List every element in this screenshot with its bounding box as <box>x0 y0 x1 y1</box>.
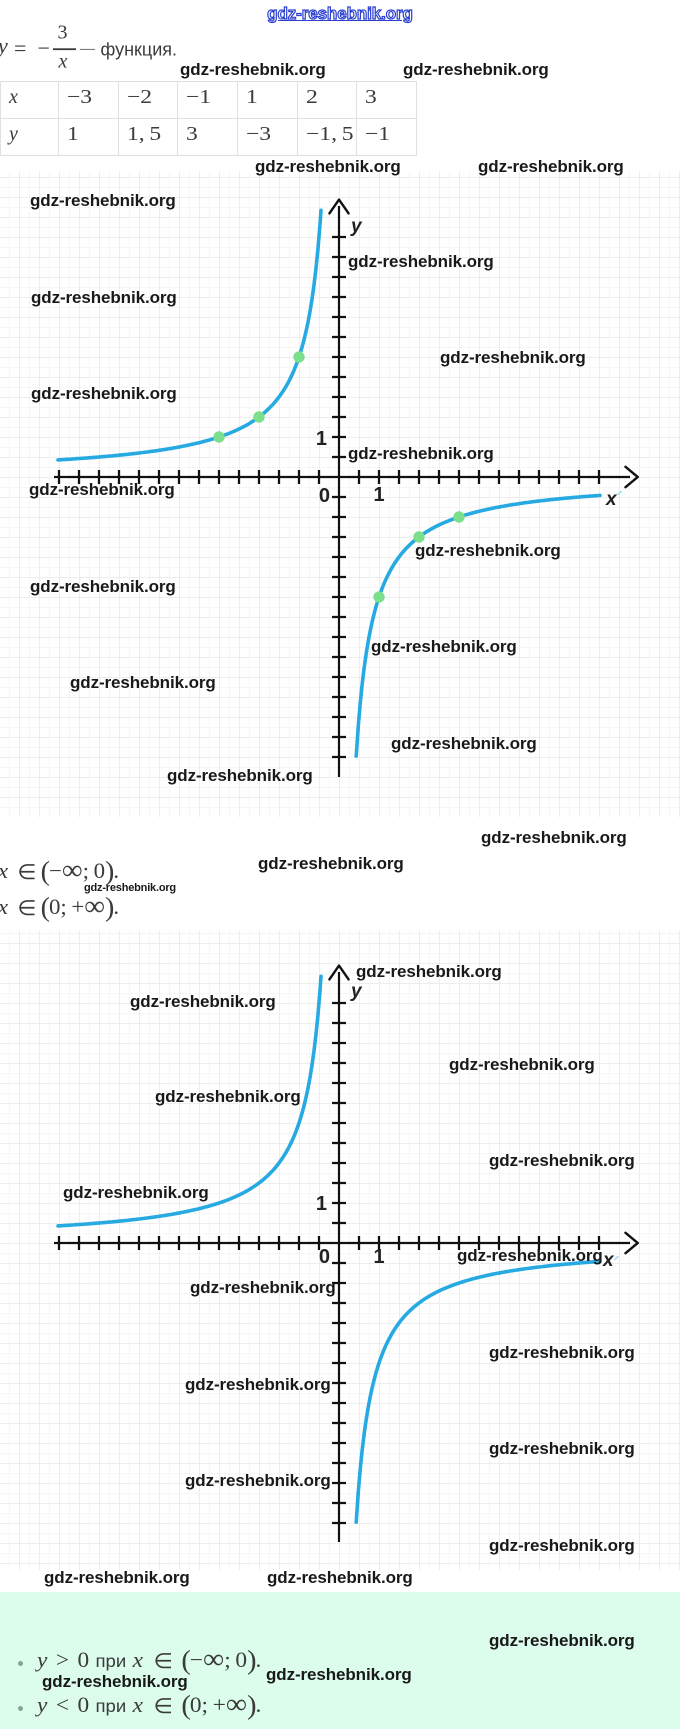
svg-text:1: 1 <box>316 428 327 450</box>
svg-text:—: — <box>79 41 96 57</box>
svg-text:y: y <box>0 33 8 58</box>
svg-text:1: 1 <box>373 1246 384 1268</box>
svg-text:0: 0 <box>319 1246 330 1268</box>
svg-text:−: − <box>38 36 50 61</box>
svg-text:функция.: функция. <box>101 40 178 60</box>
svg-text:1: 1 <box>316 1193 327 1215</box>
svg-text:x: x <box>605 489 618 510</box>
svg-text:y: y <box>350 216 363 237</box>
svg-text:1: 1 <box>373 484 384 506</box>
svg-text:x: x <box>58 51 68 73</box>
svg-text:y: y <box>350 981 363 1002</box>
svg-text:3: 3 <box>58 22 68 44</box>
svg-text:x: x <box>602 1250 615 1271</box>
svg-text:=: = <box>14 36 26 61</box>
svg-text:0: 0 <box>319 485 330 507</box>
